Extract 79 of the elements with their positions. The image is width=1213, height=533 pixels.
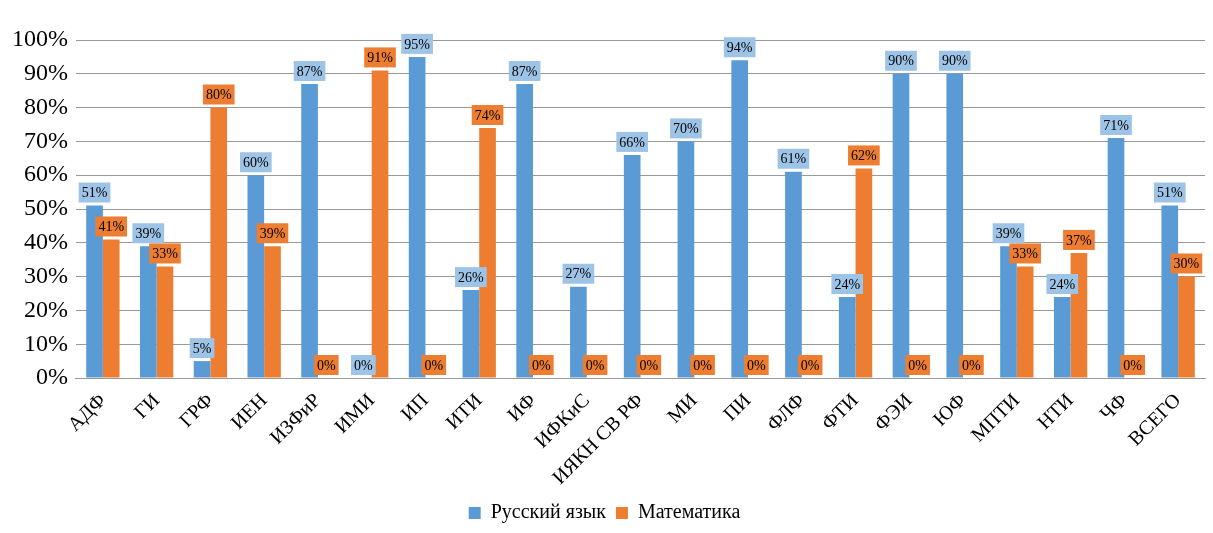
bar [301, 83, 318, 378]
data-label: 94% [726, 39, 753, 55]
y-tick-label: 50% [23, 194, 68, 221]
bar [408, 56, 426, 378]
legend-label: Математика [637, 500, 741, 523]
data-label: 26% [458, 269, 485, 285]
x-tick-label: ЮФ [928, 388, 970, 430]
bar [516, 83, 533, 378]
data-label: 0% [908, 357, 928, 373]
bar [946, 73, 964, 378]
y-tick-label: 80% [23, 92, 68, 119]
data-label: 80% [205, 87, 232, 103]
y-tick-label: 30% [23, 261, 68, 288]
bar [1053, 296, 1071, 378]
data-label: 60% [242, 154, 269, 170]
x-tick-label: ГИ [129, 388, 164, 423]
data-label: 70% [673, 121, 700, 137]
bar [677, 141, 695, 378]
y-tick-label: 90% [23, 59, 68, 86]
data-label: 27% [565, 266, 592, 282]
data-label: 61% [780, 151, 807, 167]
bar [838, 296, 856, 378]
bar [892, 73, 910, 378]
data-label: 62% [851, 148, 878, 164]
data-label: 0% [585, 357, 605, 373]
y-tick-label: 0% [35, 363, 68, 390]
data-label: 74% [474, 107, 501, 123]
data-label: 39% [259, 225, 286, 241]
data-label: 51% [81, 185, 108, 201]
data-label: 0% [1123, 357, 1143, 373]
bar [1107, 138, 1125, 378]
data-label: 0% [424, 357, 444, 373]
data-label: 0% [531, 357, 551, 373]
data-label: 90% [941, 53, 968, 69]
y-tick-label: 60% [23, 160, 68, 187]
data-label: 71% [1103, 117, 1130, 133]
x-tick-label: ИФ [502, 388, 540, 426]
data-label: 5% [192, 340, 212, 356]
data-label: 39% [135, 225, 162, 241]
data-label: 30% [1173, 256, 1200, 272]
data-label: 91% [367, 50, 394, 66]
data-label: 87% [511, 63, 538, 79]
data-label: 87% [296, 63, 323, 79]
y-tick-label: 70% [23, 126, 68, 153]
data-label: 24% [834, 276, 861, 292]
data-label: 37% [1066, 232, 1093, 248]
bar [785, 171, 802, 378]
data-label: 0% [354, 357, 374, 373]
x-tick-label: ФЛФ [762, 388, 809, 435]
bar [462, 290, 480, 378]
bar [193, 361, 211, 378]
data-label: 51% [1156, 185, 1183, 201]
bar [623, 154, 641, 378]
data-label: 0% [639, 357, 659, 373]
y-tick-label: 40% [23, 228, 68, 255]
data-label: 0% [316, 357, 336, 373]
bar [731, 60, 749, 378]
data-label: 33% [152, 246, 179, 262]
data-label: 66% [619, 134, 646, 150]
x-tick-label: ПИ [718, 388, 755, 425]
data-label: 41% [98, 219, 125, 235]
data-label: 39% [995, 225, 1022, 241]
data-label: 33% [1012, 246, 1039, 262]
x-tick-label: МИ [662, 388, 701, 427]
legend-label: Русский язык [490, 500, 607, 524]
data-label: 0% [962, 357, 982, 373]
y-tick-label: 20% [23, 295, 68, 322]
data-label: 0% [800, 357, 820, 373]
data-label: 0% [747, 357, 767, 373]
x-tick-label: ЧФ [1094, 388, 1131, 425]
y-tick-label: 100% [11, 25, 68, 52]
x-tick-label: ИП [396, 388, 432, 425]
bar [570, 286, 587, 378]
y-tick-label: 10% [23, 329, 68, 356]
data-label: 90% [888, 53, 915, 69]
data-label: 0% [693, 357, 713, 373]
x-tick-label: ГРФ [174, 388, 217, 432]
data-label: 24% [1049, 276, 1076, 292]
data-label: 95% [404, 36, 431, 52]
